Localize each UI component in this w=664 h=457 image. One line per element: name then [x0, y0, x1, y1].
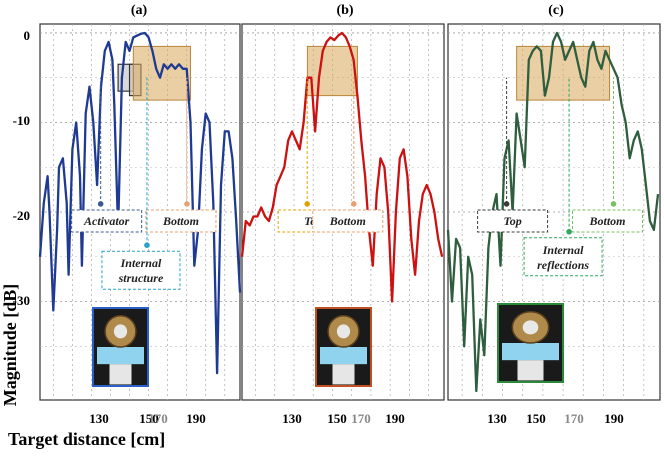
- series-line: [38, 31, 242, 375]
- inset-photo: [497, 303, 564, 383]
- photo-stand: [517, 360, 544, 381]
- x-tick-label: 130: [282, 411, 302, 426]
- annotation-label: Bottom: [162, 214, 199, 228]
- annotation-box: [71, 209, 143, 233]
- annotation-label: Top: [503, 214, 521, 228]
- annotation-label: Internal: [120, 256, 162, 270]
- x-tick-label: 150: [327, 411, 347, 426]
- shaded-region: [306, 45, 358, 97]
- x-tick-label: 170: [148, 411, 168, 426]
- x-axis: 130 150 170 190 130 150 170 190 130 150 …: [8, 411, 624, 449]
- photos: [92, 303, 564, 387]
- x-tick-label: 150: [139, 411, 159, 426]
- annotation: Bottom: [572, 77, 644, 233]
- x-tick-label: 190: [186, 411, 206, 426]
- annotation-box: [523, 237, 603, 277]
- x-tick-label: 170: [564, 411, 584, 426]
- annotation-label: Activator: [83, 214, 130, 228]
- annotation-label: Internal: [542, 243, 584, 257]
- photo-stand: [109, 364, 132, 385]
- annotation: Top: [477, 77, 549, 233]
- panel-title: (c): [548, 3, 564, 18]
- inset-photo: [92, 307, 149, 387]
- x-tick-label: 170: [351, 411, 371, 426]
- y-tick-label: 0: [24, 28, 31, 43]
- annotation-label: Bottom: [588, 214, 625, 228]
- photo-device-center: [113, 324, 128, 339]
- photo-base: [502, 343, 559, 361]
- annotation: Bottom: [312, 77, 384, 233]
- annotation-box: [312, 209, 384, 233]
- annotation-box: [572, 209, 644, 233]
- series-line: [240, 31, 444, 303]
- photo-device-center: [522, 320, 539, 335]
- panel-title: (b): [336, 3, 353, 18]
- y-tick-label: -30: [13, 293, 30, 308]
- photo-base: [97, 347, 144, 365]
- y-tick-label: -20: [13, 208, 30, 223]
- y-axis-label: Magnitude [dB]: [0, 284, 20, 407]
- x-tick-label: 150: [526, 411, 546, 426]
- x-axis-label: Target distance [cm]: [8, 429, 165, 449]
- x-tick-label: 190: [604, 411, 624, 426]
- annotation-box: [145, 209, 217, 233]
- inset-photo: [315, 307, 372, 387]
- annotation-box: [477, 209, 549, 233]
- photo-device-center: [336, 324, 351, 339]
- x-tick-label: 130: [487, 411, 507, 426]
- y-axis: 0 -10 -20 -30 Magnitude [dB]: [0, 28, 30, 406]
- annotation: Bottom: [145, 77, 217, 233]
- annotation: Activator: [71, 77, 143, 233]
- x-tick-label: 190: [385, 411, 405, 426]
- annotation-box: [101, 250, 181, 290]
- photo-base: [320, 347, 367, 365]
- y-tick-label: -10: [13, 113, 30, 128]
- annotation-label: reflections: [537, 258, 589, 272]
- panel-title: (a): [131, 3, 148, 18]
- x-tick-label: 130: [89, 411, 109, 426]
- annotation-label: Bottom: [329, 214, 366, 228]
- annotation-label: structure: [118, 271, 164, 285]
- photo-stand: [332, 364, 355, 385]
- series-line: [446, 31, 660, 393]
